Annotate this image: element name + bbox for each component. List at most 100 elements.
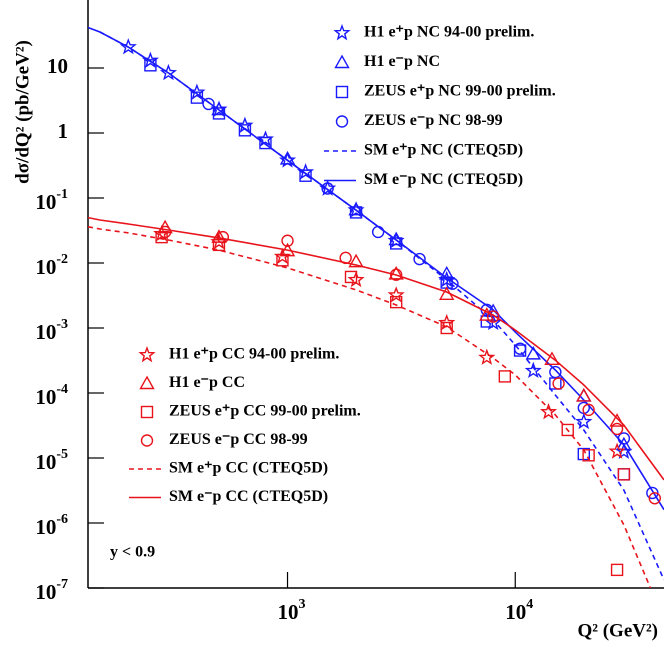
data-point <box>211 101 227 116</box>
model-curve <box>88 216 664 481</box>
data-point <box>610 422 624 436</box>
data-point <box>348 201 364 216</box>
legend-label: ZEUS e⁺p CC 99-00 prelim. <box>169 403 361 420</box>
legend-marker <box>138 345 156 363</box>
tick-base: 10 <box>35 515 56 539</box>
data-point <box>524 361 542 379</box>
y-tick-label: 10-1 <box>35 187 68 214</box>
data-point <box>389 295 403 309</box>
data-point <box>158 225 172 239</box>
y-tick-label: 10-2 <box>35 252 68 279</box>
tick-base: 10 <box>278 600 299 624</box>
data-point <box>440 321 453 335</box>
data-point <box>388 265 404 280</box>
y-axis-label: dσ/dQ² (pb/GeV²) <box>12 40 33 184</box>
tick-exponent: -6 <box>56 512 68 527</box>
y-tick-label: 1 <box>58 119 69 143</box>
tick-base: 10 <box>505 600 526 624</box>
legend-label: SM e⁺p CC (CTEQ5D) <box>169 460 328 477</box>
legend-label: H1 e⁻p NC <box>364 53 440 70</box>
data-point <box>544 351 560 365</box>
legend-label: SM e⁺p NC (CTEQ5D) <box>364 142 523 159</box>
tick-base: 10 <box>35 320 56 344</box>
data-point <box>238 124 252 137</box>
y-tick-label: 10-6 <box>35 512 68 539</box>
data-point <box>344 270 358 284</box>
tick-exponent: -1 <box>56 187 68 202</box>
legend-label: H1 e⁺p CC 94-00 prelim. <box>169 346 339 363</box>
data-point <box>552 377 565 390</box>
legend-marker <box>335 85 349 99</box>
data-point <box>389 268 403 281</box>
data-point <box>413 252 426 266</box>
legend-marker <box>333 23 351 41</box>
data-point <box>610 563 624 577</box>
model-curve <box>88 226 652 588</box>
data-point <box>498 370 512 383</box>
legend-marker <box>334 54 350 69</box>
tick-base: 10 <box>35 385 56 409</box>
data-point <box>540 403 558 420</box>
data-point <box>648 492 661 505</box>
legend-marker <box>139 375 155 390</box>
tick-base: 10 <box>35 450 56 474</box>
data-point <box>159 63 178 81</box>
x-axis-label: Q² (GeV²) <box>577 620 658 641</box>
data-point <box>561 423 574 437</box>
tick-exponent: -5 <box>56 447 68 462</box>
data-point <box>211 229 227 243</box>
legend-label: SM e⁻p NC (CTEQ5D) <box>364 171 523 188</box>
data-point <box>485 303 501 318</box>
legend-label: H1 e⁻p CC <box>169 374 245 391</box>
data-point <box>608 442 626 459</box>
legend-marker <box>335 115 349 128</box>
tick-exponent: 4 <box>526 597 533 612</box>
data-point <box>609 413 625 427</box>
data-point <box>617 468 631 481</box>
data-point <box>582 403 595 417</box>
legend-label: ZEUS e⁺p NC 99-00 prelim. <box>364 83 556 100</box>
data-point <box>576 388 592 402</box>
data-point <box>549 365 562 379</box>
data-point <box>348 253 364 268</box>
tick-base: 10 <box>35 580 56 604</box>
tick-exponent: -2 <box>56 252 68 267</box>
tick-base: 10 <box>35 190 56 214</box>
legend-label: H1 e⁺p NC 94-00 prelim. <box>364 24 534 41</box>
legend-marker <box>140 434 154 447</box>
tick-exponent: -7 <box>56 577 68 592</box>
data-point <box>212 238 226 252</box>
legend-label: ZEUS e⁻p CC 98-99 <box>169 431 308 448</box>
y-tick-label: 10-7 <box>35 577 68 604</box>
y-tick-label: 10-4 <box>35 382 68 409</box>
data-point <box>387 286 405 303</box>
data-point <box>299 169 312 182</box>
x-tick-label: 103 <box>278 597 306 624</box>
legend-marker <box>140 405 154 419</box>
data-point <box>256 130 275 147</box>
data-point <box>349 206 363 219</box>
data-point <box>617 468 631 481</box>
legend-label: ZEUS e⁻p NC 98-99 <box>364 112 503 129</box>
tick-exponent: -3 <box>56 317 68 332</box>
x-tick-label: 104 <box>505 597 533 624</box>
y-tick-label: 10-3 <box>35 317 68 344</box>
y-tick-label: 10 <box>47 54 68 78</box>
data-point <box>438 313 456 331</box>
legend-label: SM e⁻p CC (CTEQ5D) <box>169 488 328 505</box>
data-point <box>486 310 500 323</box>
data-point <box>388 231 404 246</box>
data-point <box>513 342 527 355</box>
data-point <box>281 234 294 247</box>
data-point <box>446 277 459 290</box>
tick-exponent: 3 <box>299 597 306 612</box>
data-point <box>259 136 272 150</box>
data-point <box>478 348 496 365</box>
model-curve <box>88 26 664 511</box>
tick-base: 10 <box>35 255 56 279</box>
plot-area <box>88 26 664 588</box>
data-point <box>371 225 385 239</box>
y-tick-label: 10-5 <box>35 447 68 474</box>
data-point <box>575 412 593 430</box>
